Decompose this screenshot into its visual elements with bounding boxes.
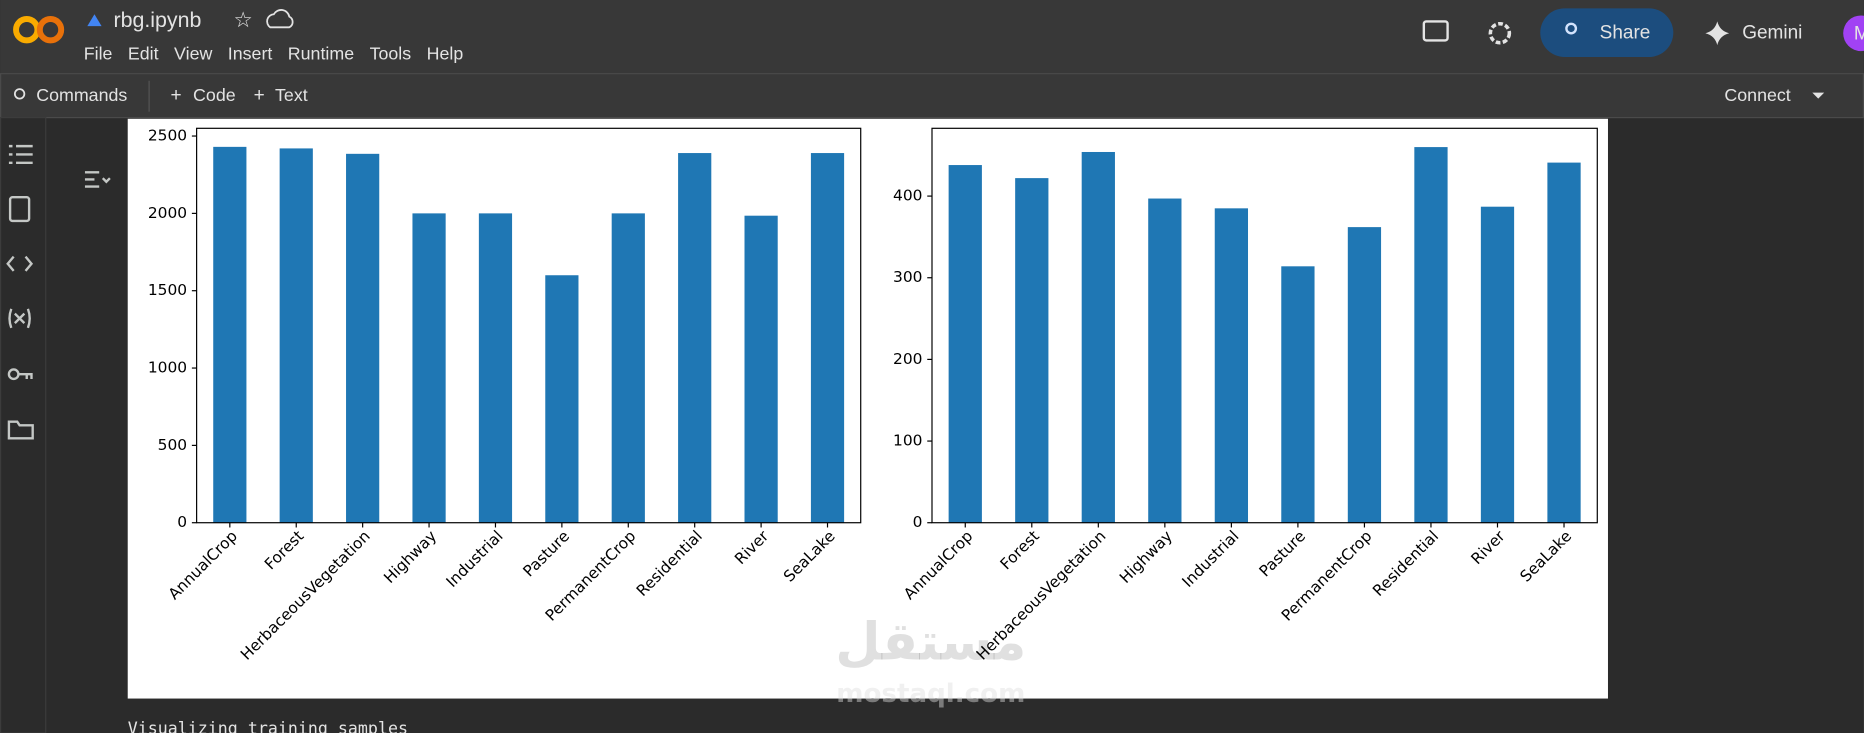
bar	[279, 148, 313, 523]
bar	[810, 153, 845, 523]
search-icon	[13, 88, 26, 100]
y-tick-label: 0	[913, 513, 923, 531]
plus-icon: +	[254, 85, 265, 106]
y-tick-label: 1500	[148, 281, 187, 299]
drive-icon	[87, 14, 102, 27]
cloud-icon	[266, 9, 294, 29]
y-tick-label: 2500	[148, 127, 187, 145]
y-tick-label: 300	[893, 268, 922, 286]
menu-item[interactable]: Insert	[228, 43, 273, 63]
bar	[1148, 198, 1182, 523]
add-text[interactable]: Text	[275, 85, 308, 105]
bar	[1081, 151, 1115, 523]
bar	[611, 213, 645, 523]
menu-item[interactable]: Help	[427, 43, 464, 63]
bar	[478, 213, 513, 523]
share-icon	[1565, 22, 1578, 35]
menu-item[interactable]: Runtime	[288, 43, 354, 63]
share-button[interactable]	[1540, 8, 1674, 58]
share-label[interactable]: Share	[1600, 22, 1651, 43]
axes-frame	[931, 127, 1598, 524]
menu-item[interactable]: View	[174, 43, 212, 63]
bar	[1214, 208, 1249, 523]
avatar-letter[interactable]: M	[1854, 23, 1864, 44]
bar	[1480, 206, 1515, 523]
y-tick-label: 400	[893, 187, 922, 205]
menu-item[interactable]: Edit	[128, 43, 159, 63]
gemini-icon	[1705, 21, 1730, 46]
commands[interactable]: Commands	[36, 85, 127, 105]
bar	[948, 165, 982, 523]
bar	[213, 146, 247, 523]
star-icon[interactable]: ☆	[233, 8, 252, 32]
watermark: مستقل	[835, 611, 1026, 672]
connect[interactable]: Connect	[1724, 85, 1790, 105]
y-tick-label: 0	[177, 513, 187, 531]
bar	[1281, 266, 1315, 523]
y-tick-label: 100	[893, 432, 922, 450]
bar	[1347, 227, 1382, 523]
watermark: mostaql.com	[836, 679, 1025, 709]
comments-icon[interactable]	[1422, 20, 1449, 42]
bar	[1015, 178, 1049, 523]
menu-item[interactable]: Tools	[370, 43, 412, 63]
add-code[interactable]: Code	[193, 85, 236, 105]
bar	[678, 153, 712, 523]
avatar[interactable]	[1843, 15, 1864, 52]
bar	[1414, 147, 1448, 523]
bar	[744, 215, 778, 523]
y-tick-label: 500	[158, 436, 187, 454]
plus-icon: +	[170, 85, 181, 106]
bar	[545, 275, 579, 523]
side-icons[interactable]	[6, 144, 111, 440]
y-tick-label: 200	[893, 350, 922, 368]
gemini-label[interactable]: Gemini	[1742, 22, 1802, 43]
menu-item[interactable]: File	[84, 43, 113, 63]
cell-output-text: Visualizing training samples	[128, 719, 408, 733]
colab-logo[interactable]	[13, 16, 65, 44]
file-name[interactable]: rbg.ipynb	[113, 8, 201, 32]
settings-icon[interactable]	[1488, 21, 1512, 45]
y-tick-label: 2000	[148, 204, 187, 222]
bar	[1547, 162, 1581, 523]
y-tick-label: 1000	[148, 359, 187, 377]
connect-dropdown[interactable]	[1812, 92, 1825, 99]
bar	[412, 213, 446, 523]
axes-frame	[196, 127, 862, 524]
bar	[346, 153, 380, 523]
toolbar	[0, 73, 1864, 119]
